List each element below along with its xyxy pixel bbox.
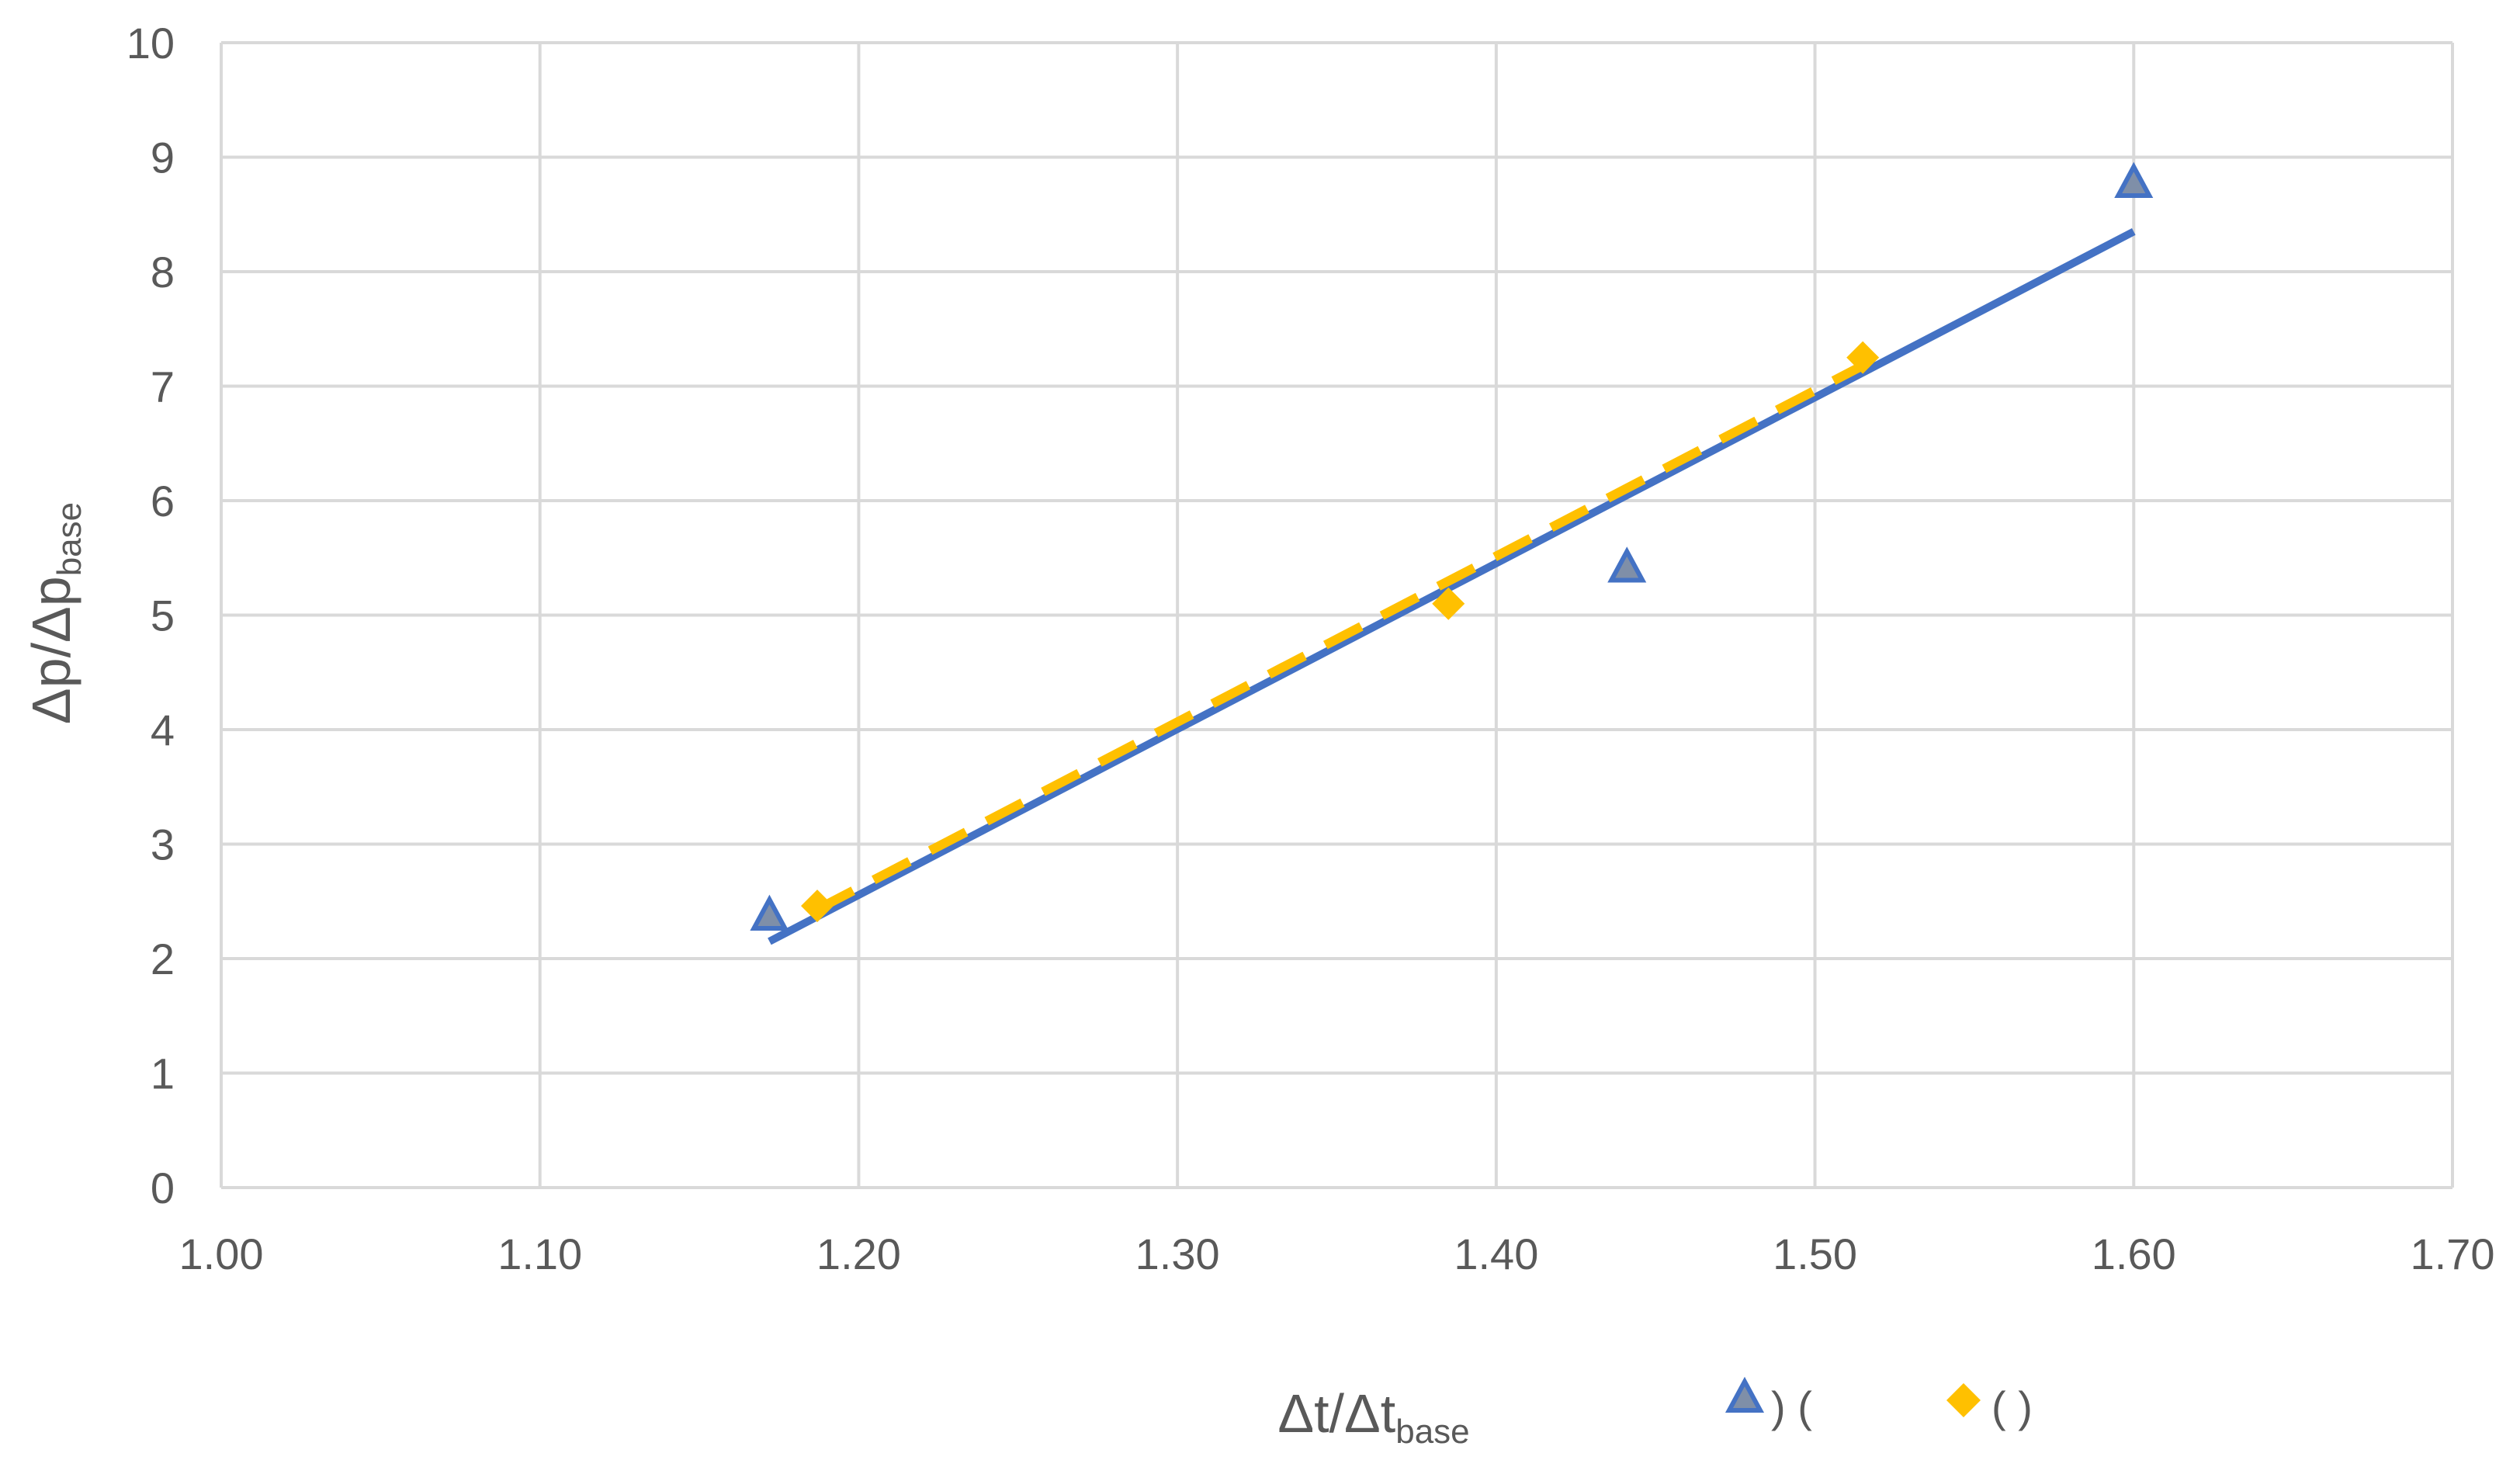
x-tick-label: 1.40 — [1454, 1229, 1538, 1278]
point-series-1-1 — [750, 894, 789, 931]
x-tick-label: 1.20 — [816, 1229, 901, 1278]
y-tick-label: 7 — [151, 362, 175, 411]
y-axis-title-sub: base — [50, 502, 88, 576]
legend-diamond-marker-icon — [1946, 1383, 1981, 1417]
x-axis-title-main: Δt/Δt — [1277, 1383, 1395, 1444]
y-tick-label: 0 — [151, 1164, 175, 1212]
y-tick-label: 2 — [151, 935, 175, 983]
y-axis-title: Δp/Δpbase — [21, 502, 88, 724]
x-axis-ticks: 1.00 1.10 1.20 1.30 1.40 1.50 1.60 1.70 — [179, 1229, 2495, 1278]
y-axis-ticks: 0 1 2 3 4 5 6 7 8 9 10 — [127, 19, 175, 1212]
legend-label-series-1: ) ( — [1771, 1382, 1812, 1431]
legend-triangle-marker-icon — [1724, 1376, 1765, 1413]
y-tick-label: 6 — [151, 477, 175, 525]
x-tick-label: 1.50 — [1773, 1229, 1857, 1278]
x-tick-label: 1.30 — [1135, 1229, 1220, 1278]
x-tick-label: 1.70 — [2411, 1229, 2495, 1278]
gridlines — [220, 41, 2454, 1189]
trendline-series-2 — [815, 361, 1865, 914]
y-tick-label: 8 — [151, 248, 175, 297]
trendline-series-1 — [768, 227, 2136, 945]
y-tick-label: 4 — [151, 706, 175, 754]
data-points — [750, 161, 2154, 931]
trendlines — [768, 227, 2136, 945]
y-tick-label: 1 — [151, 1049, 175, 1098]
x-tick-label: 1.60 — [2092, 1229, 2176, 1278]
legend: ) ( ( ) — [1724, 1376, 2033, 1431]
y-tick-label: 5 — [151, 591, 175, 640]
point-series-2-1 — [801, 890, 834, 923]
point-series-1-2 — [1607, 546, 1647, 583]
y-tick-label: 10 — [127, 19, 175, 68]
x-axis-title-sub: base — [1395, 1413, 1469, 1451]
point-series-2-2 — [1432, 587, 1465, 620]
legend-label-series-2: ( ) — [1991, 1382, 2033, 1431]
x-tick-label: 1.10 — [497, 1229, 582, 1278]
y-tick-label: 9 — [151, 134, 175, 182]
legend-item-series-2: ( ) — [1946, 1382, 2033, 1431]
y-axis-title-main: Δp/Δp — [21, 576, 81, 724]
legend-item-series-1: ) ( — [1724, 1376, 1812, 1431]
x-axis-title: Δt/Δtbase — [1277, 1383, 1469, 1451]
point-series-2-3 — [1846, 341, 1880, 374]
point-series-1-3 — [2114, 161, 2154, 198]
y-tick-label: 3 — [151, 820, 175, 869]
x-tick-label: 1.00 — [179, 1229, 264, 1278]
